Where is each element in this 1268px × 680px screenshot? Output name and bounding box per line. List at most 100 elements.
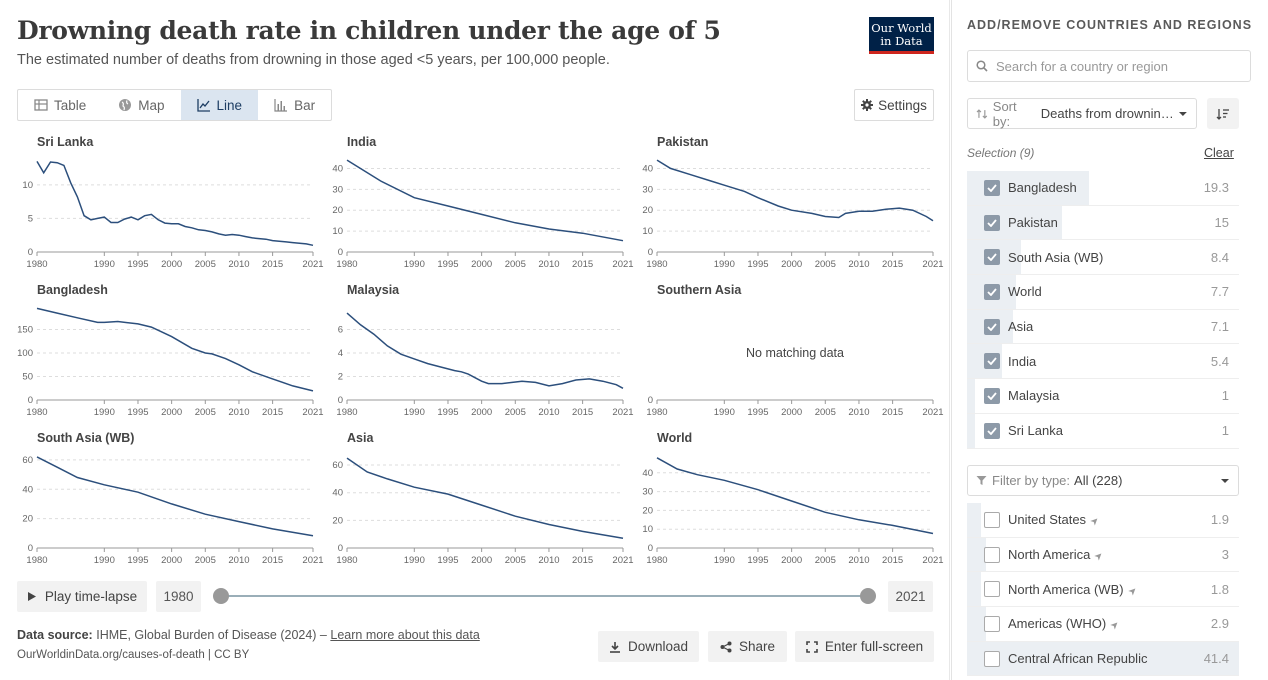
entity-checkbox[interactable] — [984, 650, 1000, 667]
y-tick-label: 4 — [338, 348, 343, 359]
filter-type-dropdown[interactable]: Filter by type: All (228) — [967, 465, 1239, 496]
filter-icon — [976, 476, 987, 485]
entity-row[interactable]: North America ➤ 3 — [967, 537, 1239, 573]
series-line-south-asia-wb- — [36, 456, 314, 537]
chart-area: Drowning death rate in children under th… — [17, 0, 950, 680]
sort-dropdown[interactable]: Sort by: Deaths from drowning... — [967, 98, 1197, 129]
tab-line-label: Line — [216, 97, 243, 113]
x-tick-label: 2010 — [538, 259, 559, 270]
tab-bar[interactable]: Bar — [258, 90, 331, 120]
x-tick-label: 2010 — [538, 407, 559, 418]
fullscreen-button[interactable]: Enter full-screen — [795, 631, 934, 662]
entity-row[interactable]: South Asia (WB) 8.4 — [967, 240, 1239, 276]
x-tick-label: 2000 — [471, 555, 492, 566]
x-tick-label: 1995 — [437, 259, 458, 270]
x-tick-label: 2010 — [228, 555, 249, 566]
entity-row[interactable]: World 7.7 — [967, 275, 1239, 310]
learn-more-link[interactable]: Learn more about this data — [330, 628, 480, 642]
y-tick-label: 40 — [22, 484, 33, 495]
entity-value: 8.4 — [1210, 249, 1229, 265]
tab-map-label: Map — [138, 97, 165, 113]
y-tick-label: 10 — [642, 524, 653, 535]
x-tick-label: 2010 — [538, 555, 559, 566]
y-tick-label: 40 — [642, 163, 653, 174]
y-tick-label: 0 — [28, 543, 33, 554]
x-tick-label: 2000 — [471, 407, 492, 418]
share-button[interactable]: Share — [708, 631, 787, 662]
entity-checkbox[interactable] — [984, 422, 1000, 439]
entity-checkbox[interactable] — [984, 615, 1000, 632]
panel-title-india: India — [347, 135, 377, 149]
entity-row[interactable]: Central African Republic 41.4 — [967, 641, 1239, 677]
y-tick-label: 0 — [338, 395, 343, 406]
check-icon — [987, 218, 997, 227]
entity-row[interactable]: United States ➤ 1.9 — [967, 503, 1239, 538]
settings-button[interactable]: Settings — [854, 89, 934, 121]
entity-value: 5.4 — [1210, 353, 1229, 369]
entity-checkbox[interactable] — [984, 546, 1000, 563]
timeline-start-year[interactable]: 1980 — [156, 581, 201, 612]
entity-name: Bangladesh — [1008, 180, 1077, 196]
entity-checkbox[interactable] — [984, 511, 1000, 528]
entity-checkbox[interactable] — [984, 353, 1000, 370]
x-tick-label: 1995 — [127, 259, 148, 270]
bar-chart-icon — [274, 99, 288, 112]
entity-row[interactable]: Americas (WHO) ➤ 2.9 — [967, 607, 1239, 642]
y-tick-label: 10 — [642, 226, 653, 237]
x-tick-label: 1980 — [336, 555, 357, 566]
entity-value: 1 — [1221, 423, 1229, 439]
entity-row[interactable]: Bangladesh 19.3 — [967, 171, 1239, 206]
entity-row[interactable]: Sri Lanka 1 — [967, 413, 1239, 449]
search-input[interactable]: Search for a country or region — [967, 50, 1251, 82]
entity-checkbox[interactable] — [984, 387, 1000, 404]
entity-checkbox[interactable] — [984, 214, 1000, 231]
x-tick-label: 2005 — [195, 407, 216, 418]
source-label: Data source: — [17, 628, 93, 642]
entity-name: Pakistan — [1008, 215, 1058, 231]
tab-map[interactable]: Map — [102, 90, 180, 120]
entity-row[interactable]: Malaysia 1 — [967, 379, 1239, 414]
x-tick-label: 2005 — [505, 259, 526, 270]
entity-checkbox[interactable] — [984, 283, 1000, 300]
entity-checkbox[interactable] — [984, 249, 1000, 266]
tab-line[interactable]: Line — [180, 90, 259, 120]
x-tick-label: 1980 — [646, 555, 667, 566]
entity-value: 1 — [1221, 388, 1229, 404]
x-tick-label: 1990 — [94, 555, 115, 566]
value-bar — [967, 572, 981, 607]
sort-direction-button[interactable] — [1207, 98, 1239, 129]
table-icon — [34, 99, 48, 111]
source-url[interactable]: OurWorldinData.org/causes-of-death | CC … — [17, 649, 250, 661]
y-tick-label: 30 — [332, 184, 343, 195]
caret-down-icon — [1221, 478, 1229, 483]
locate-arrow-icon: ➤ — [1125, 584, 1140, 599]
timeline-end-handle[interactable] — [860, 588, 876, 604]
entity-row[interactable]: India 5.4 — [967, 344, 1239, 380]
locate-arrow-icon: ➤ — [1088, 514, 1103, 529]
entity-row[interactable]: North America (WB) ➤ 1.8 — [967, 572, 1239, 608]
owid-logo[interactable]: Our World in Data — [869, 17, 934, 54]
series-line-sri-lanka — [36, 161, 314, 247]
entity-checkbox[interactable] — [984, 581, 1000, 598]
timeline-track[interactable] — [221, 595, 868, 597]
timeline-end-year[interactable]: 2021 — [888, 581, 933, 612]
entity-checkbox[interactable] — [984, 318, 1000, 335]
tab-table[interactable]: Table — [18, 90, 102, 120]
timeline-start-handle[interactable] — [213, 588, 229, 604]
entity-checkbox[interactable] — [984, 179, 1000, 196]
x-tick-label: 1990 — [714, 555, 735, 566]
entity-row[interactable]: Asia 7.1 — [967, 309, 1239, 345]
y-tick-label: 0 — [338, 543, 343, 554]
x-tick-label: 1980 — [26, 555, 47, 566]
entity-row[interactable]: Pakistan 15 — [967, 205, 1239, 241]
play-timelapse-button[interactable]: Play time-lapse — [17, 581, 147, 612]
globe-icon — [119, 99, 132, 111]
share-icon — [720, 641, 732, 652]
entity-name: North America (WB) ➤ — [1008, 581, 1140, 599]
x-tick-label: 2005 — [195, 259, 216, 270]
clear-selection-button[interactable]: Clear — [1204, 146, 1234, 160]
entity-name: World — [1008, 284, 1042, 300]
download-button[interactable]: Download — [598, 631, 699, 662]
x-tick-label: 1990 — [94, 407, 115, 418]
x-tick-label: 1990 — [404, 407, 425, 418]
